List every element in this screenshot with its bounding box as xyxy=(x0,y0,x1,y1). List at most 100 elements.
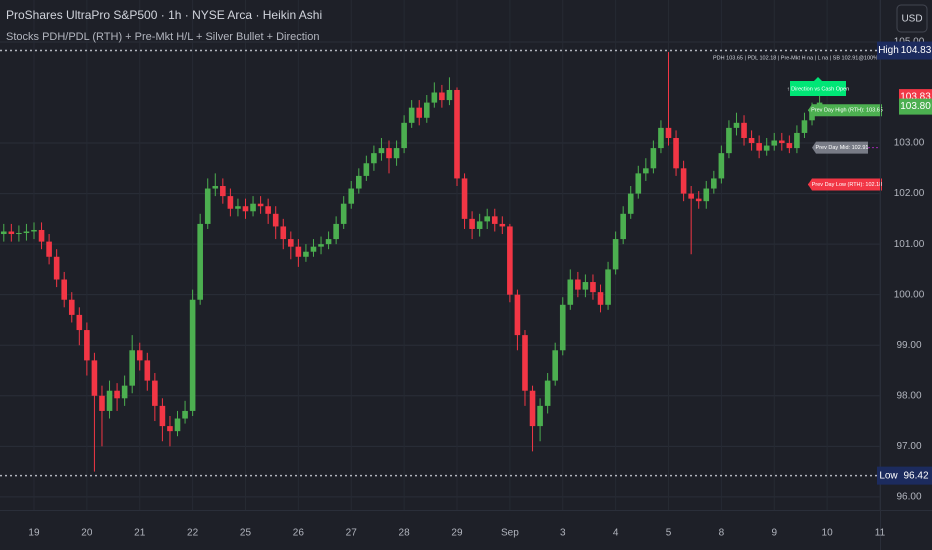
candle-body xyxy=(635,173,642,194)
candle-body xyxy=(220,186,226,197)
currency[interactable]: USD xyxy=(901,14,922,25)
candle-body xyxy=(46,241,52,257)
price-line-box xyxy=(900,466,932,485)
candle-body xyxy=(620,213,626,240)
candle-body xyxy=(627,193,634,214)
x-tick-label: 4 xyxy=(613,528,619,539)
candle-body xyxy=(333,223,339,240)
x-tick-label: 22 xyxy=(187,528,199,539)
candle-body xyxy=(91,360,98,396)
candle-body xyxy=(439,92,445,101)
x-tick-label: 27 xyxy=(346,528,358,539)
x-tick-label: 11 xyxy=(875,528,886,539)
candle-body xyxy=(265,206,271,214)
candle-body xyxy=(779,140,785,144)
candle-body xyxy=(371,153,377,164)
candle-body xyxy=(152,380,158,406)
candle-body xyxy=(348,188,355,204)
candle-body xyxy=(242,206,249,212)
candle-body xyxy=(763,145,770,151)
candle-body xyxy=(794,132,800,149)
candle-body xyxy=(597,292,604,305)
y-tick-label: 102.00 xyxy=(894,188,925,199)
candle-body xyxy=(280,226,287,240)
candle-body xyxy=(476,221,483,229)
candle-body xyxy=(99,395,105,411)
candle-body xyxy=(688,193,694,199)
level-tag xyxy=(808,178,882,191)
candle-body xyxy=(507,226,513,295)
level-label: Prev Day High (RTH): 103.65 xyxy=(811,108,883,114)
candle-body xyxy=(401,122,407,149)
candle-body xyxy=(272,213,279,227)
candle-body xyxy=(106,390,113,411)
candle-body xyxy=(703,188,710,202)
candle-body xyxy=(446,89,453,101)
candle-body xyxy=(673,137,679,169)
candle-body xyxy=(559,304,566,351)
y-tick-label: 99.00 xyxy=(896,340,921,351)
x-tick-label: 8 xyxy=(719,528,725,539)
candle-body xyxy=(416,107,423,118)
price-line-value: 96.42 xyxy=(903,470,928,481)
candle-body xyxy=(189,299,196,411)
candle-body xyxy=(680,168,687,194)
x-tick-label: 29 xyxy=(451,528,463,539)
candle-body xyxy=(363,163,370,176)
candle-body xyxy=(522,335,528,391)
info-text: PDH 103.65 | PDL 102.18 | Pre-Mkt H na |… xyxy=(713,55,878,61)
candle-body xyxy=(771,140,778,146)
candle-body xyxy=(16,233,22,235)
candle-body xyxy=(665,127,672,138)
candle-body xyxy=(733,122,740,128)
candle-body xyxy=(378,148,385,154)
candle-body xyxy=(182,410,188,419)
price-line-name: Low xyxy=(879,470,898,481)
last-price-label: 103.83 xyxy=(900,92,931,103)
candle-body xyxy=(250,203,256,212)
candle-body xyxy=(529,390,536,427)
candle-body xyxy=(318,244,324,247)
direction-label: ↑ Direction vs Cash Open xyxy=(787,86,849,92)
candle-body xyxy=(129,350,135,386)
candle-body xyxy=(53,256,60,280)
x-tick-label: 3 xyxy=(560,528,566,539)
candle-body xyxy=(650,148,657,169)
price-lines xyxy=(0,49,880,477)
candle-body xyxy=(212,186,219,189)
currency-button[interactable] xyxy=(896,4,928,33)
x-tick-label: 9 xyxy=(771,528,777,539)
price-line-name: High xyxy=(878,45,899,56)
candle-body xyxy=(8,231,15,235)
candle-body xyxy=(61,279,68,300)
candle-body xyxy=(484,216,491,222)
candle-body xyxy=(499,223,506,227)
y-tick-label: 98.00 xyxy=(896,390,921,401)
candle-body xyxy=(310,246,317,252)
x-tick-label: Sep xyxy=(501,528,519,539)
price-line-box xyxy=(900,41,932,60)
candle-body xyxy=(197,223,203,300)
candle-body xyxy=(726,127,732,154)
level-label: Prev Day Low (RTH): 102.18 xyxy=(812,182,883,188)
candle-body xyxy=(393,148,400,159)
candle-body xyxy=(469,218,475,229)
candle-body xyxy=(355,175,362,189)
candle-body xyxy=(658,127,664,149)
direction-tag xyxy=(790,77,846,96)
candles xyxy=(0,52,823,472)
level-tag xyxy=(808,104,882,117)
x-tick-label: 25 xyxy=(240,528,252,539)
candle-body xyxy=(121,385,128,399)
candle-body xyxy=(695,198,702,202)
y-tick-label: 96.00 xyxy=(896,491,921,502)
candle-body xyxy=(386,148,392,159)
x-tick-label: 19 xyxy=(28,528,40,539)
y-tick-label: 103.00 xyxy=(894,138,925,149)
last-price-label: 103.80 xyxy=(900,101,931,112)
candle-body xyxy=(136,350,143,361)
candle-body xyxy=(38,229,45,242)
indicator-name: Stocks PDH/PDL (RTH) + Pre-Mkt H/L + Sil… xyxy=(6,31,319,43)
